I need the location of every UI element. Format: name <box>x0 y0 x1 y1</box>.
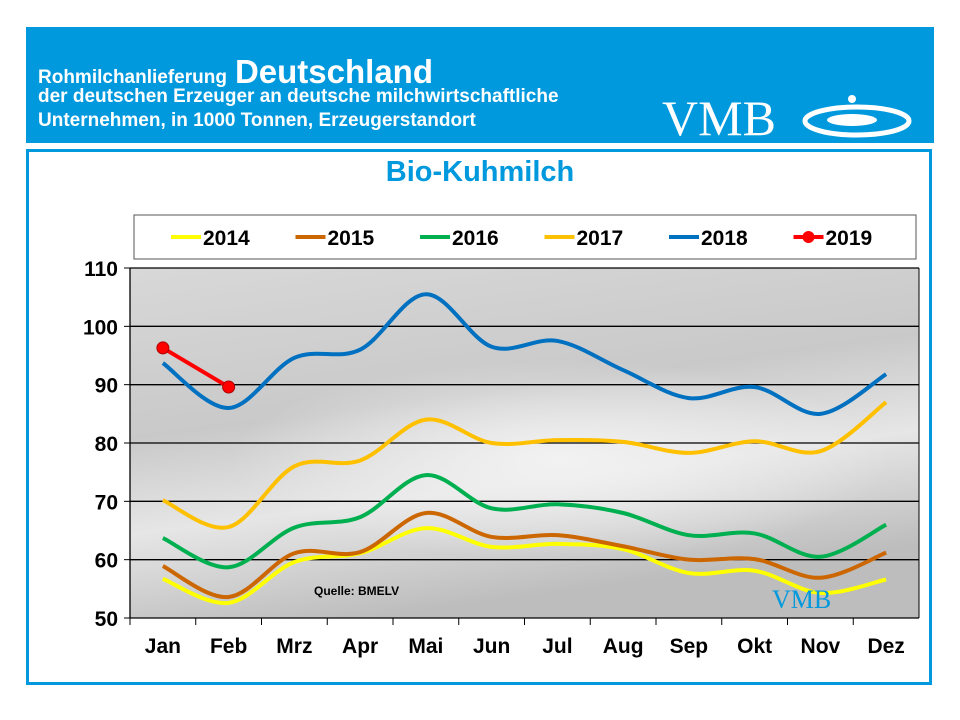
x-tick-label: Jan <box>145 635 181 658</box>
y-tick-label: 110 <box>84 258 118 281</box>
x-tick-label: Feb <box>210 635 247 658</box>
header-title: Rohmilchanlieferung Deutschland <box>38 53 433 91</box>
legend-marker-2019 <box>802 231 815 243</box>
y-tick-label: 100 <box>83 316 118 339</box>
y-tick-label: 50 <box>95 608 118 631</box>
x-tick-label: Nov <box>801 635 841 658</box>
header-line1: Rohmilchanlieferung <box>38 67 227 88</box>
vmb-logo: VMB <box>662 91 912 141</box>
series-line-2018 <box>161 292 888 416</box>
y-tick-label: 90 <box>95 375 118 398</box>
legend-label: 2018 <box>701 227 748 250</box>
x-tick-label: Sep <box>670 635 709 658</box>
chart-title: Bio-Kuhmilch <box>385 156 575 188</box>
series-line-2015 <box>161 510 887 600</box>
header-line3: Unternehmen, in 1000 Tonnen, Erzeugersta… <box>38 110 476 131</box>
legend-label: 2014 <box>203 227 250 250</box>
legend-label: 2015 <box>328 227 375 250</box>
milk-splash-image <box>230 360 890 560</box>
x-tick-label: Apr <box>342 635 378 658</box>
series-line-2017 <box>161 400 888 530</box>
svg-text:VMB: VMB <box>662 91 776 141</box>
header-line2: der deutschen Erzeuger an deutsche milch… <box>38 86 559 107</box>
chart-frame <box>26 149 932 685</box>
x-tick-label: Okt <box>737 635 772 658</box>
series-line-2014 <box>162 526 887 605</box>
x-tick-label: Dez <box>867 635 904 658</box>
y-tick-label: 60 <box>95 550 118 573</box>
legend-label: 2017 <box>577 227 624 250</box>
y-tick-label: 70 <box>95 491 118 514</box>
vmb-watermark: VMB <box>772 585 831 614</box>
x-tick-label: Mai <box>408 635 443 658</box>
y-tick-label: 80 <box>95 433 118 456</box>
x-tick-label: Jun <box>473 635 510 658</box>
header-subtitle: der deutschen Erzeuger an deutsche milch… <box>38 85 559 133</box>
source-label: Quelle: BMELV <box>314 584 399 598</box>
x-tick-label: Aug <box>603 635 644 658</box>
data-point-2019 <box>222 380 236 394</box>
legend <box>133 214 917 260</box>
legend-label: 2019 <box>826 227 873 250</box>
header-country: Deutschland <box>234 53 434 90</box>
series-line-2016 <box>161 473 888 570</box>
x-tick-label: Mrz <box>276 635 312 658</box>
data-point-2019 <box>156 341 170 355</box>
header-banner: Rohmilchanlieferung Deutschland der deuts… <box>26 27 934 143</box>
x-tick-label: Jul <box>542 635 572 658</box>
legend-label: 2016 <box>452 227 499 250</box>
series-line-2019 <box>161 346 230 389</box>
